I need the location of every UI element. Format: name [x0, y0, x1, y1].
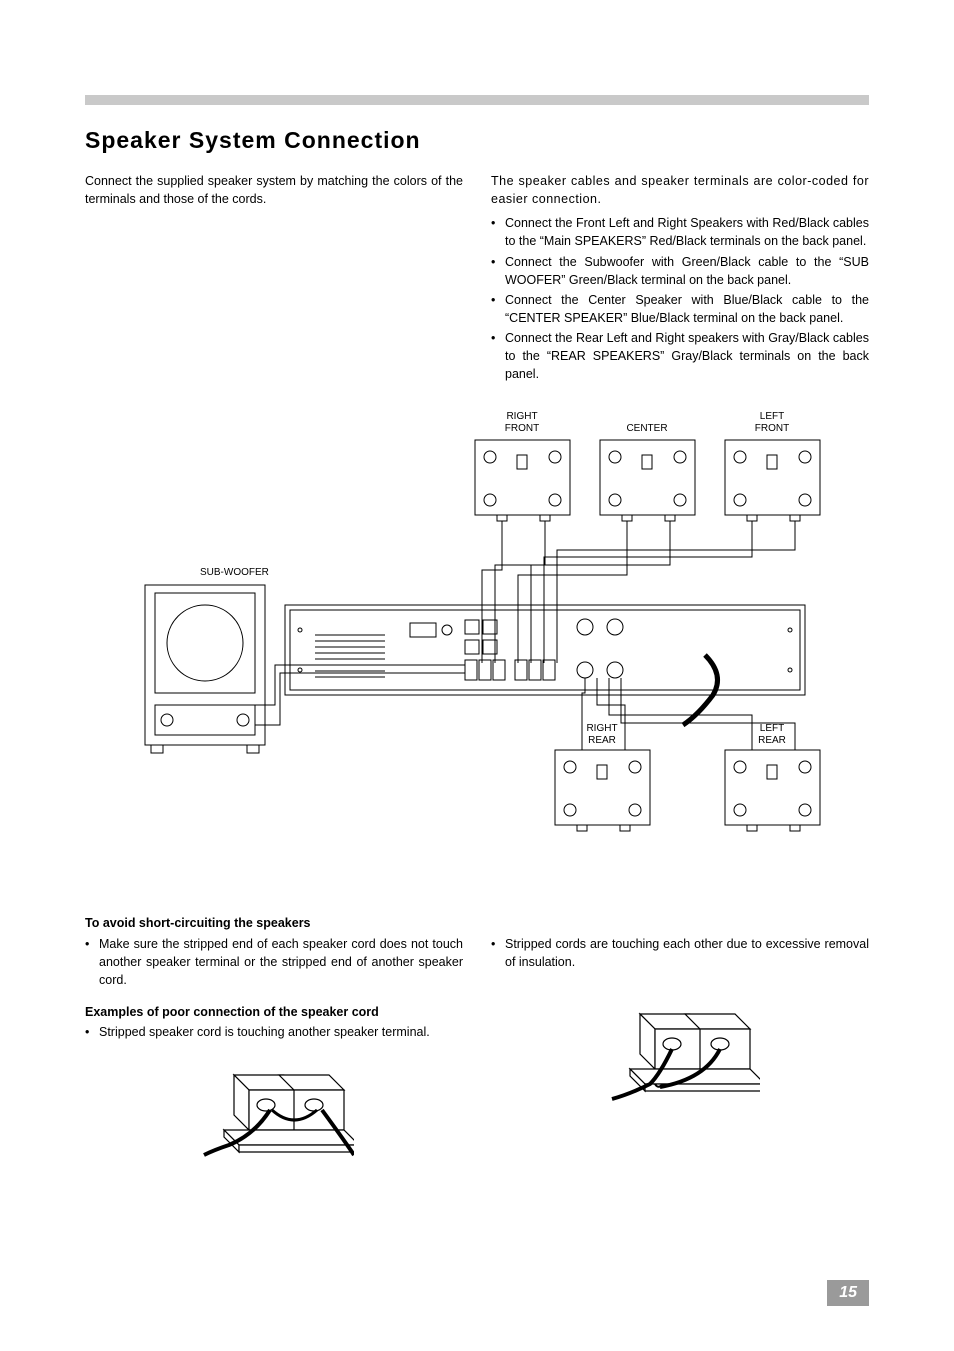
label-right-rear-2: REAR [588, 735, 616, 746]
connection-list: Connect the Front Left and Right Speaker… [491, 214, 869, 383]
bottom-columns: To avoid short-circuiting the speakers M… [85, 900, 869, 1165]
label-left-front-2: FRONT [755, 423, 789, 434]
header-rule [85, 95, 869, 105]
page-title: Speaker System Connection [85, 127, 869, 154]
poor-connection-diagram-1 [85, 1055, 463, 1165]
intro-left-text: Connect the supplied speaker system by m… [85, 172, 463, 208]
label-left-rear-1: LEFT [760, 723, 784, 734]
intro-columns: Connect the supplied speaker system by m… [85, 172, 869, 385]
poor-connection-diagram-2 [491, 999, 869, 1109]
connection-item: Connect the Subwoofer with Green/Black c… [491, 253, 869, 289]
wiring-diagram: RIGHT FRONT CENTER LEFT FRONT RIGHT REAR… [85, 405, 869, 880]
right-bullet: Stripped cords are touching each other d… [491, 935, 869, 971]
bottom-left-column: To avoid short-circuiting the speakers M… [85, 900, 463, 1165]
label-right-rear-1: RIGHT [586, 723, 617, 734]
label-right-front-1: RIGHT [506, 411, 537, 422]
intro-left-column: Connect the supplied speaker system by m… [85, 172, 463, 385]
examples-bullet: Stripped speaker cord is touching anothe… [85, 1023, 463, 1041]
intro-right-text: The speaker cables and speaker terminals… [491, 172, 869, 208]
label-center: CENTER [626, 423, 667, 434]
intro-right-column: The speaker cables and speaker terminals… [491, 172, 869, 385]
label-right-front-2: FRONT [505, 423, 539, 434]
wiring-diagram-svg: RIGHT FRONT CENTER LEFT FRONT RIGHT REAR… [85, 405, 865, 875]
page-number: 15 [827, 1280, 869, 1306]
label-left-front-1: LEFT [760, 411, 784, 422]
label-left-rear-2: REAR [758, 735, 786, 746]
avoid-heading: To avoid short-circuiting the speakers [85, 914, 463, 932]
examples-heading: Examples of poor connection of the speak… [85, 1003, 463, 1021]
avoid-bullet: Make sure the stripped end of each speak… [85, 935, 463, 989]
bottom-right-column: . Stripped cords are touching each other… [491, 900, 869, 1165]
label-subwoofer: SUB-WOOFER [200, 567, 269, 578]
connection-item: Connect the Rear Left and Right speakers… [491, 329, 869, 383]
connection-item: Connect the Front Left and Right Speaker… [491, 214, 869, 250]
connection-item: Connect the Center Speaker with Blue/Bla… [491, 291, 869, 327]
